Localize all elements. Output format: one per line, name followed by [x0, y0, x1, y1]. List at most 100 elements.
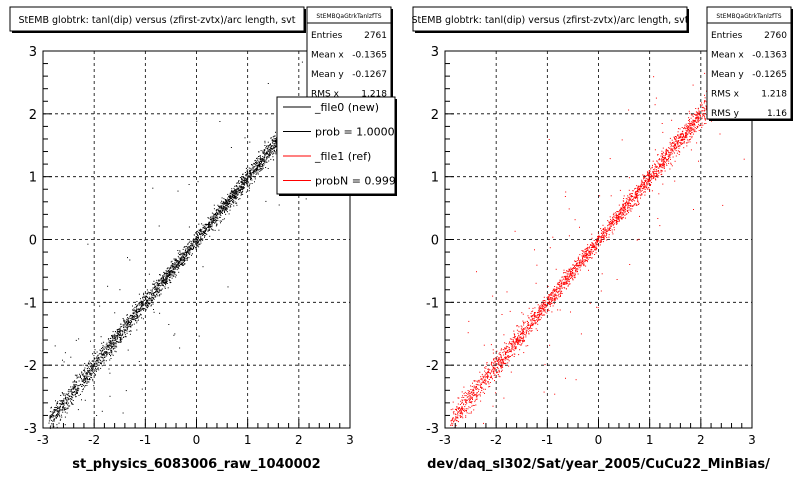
data-point	[480, 400, 482, 402]
data-point	[224, 209, 226, 210]
data-point	[543, 303, 545, 305]
data-point	[126, 324, 128, 326]
data-point	[105, 352, 107, 354]
data-point	[164, 287, 166, 289]
data-point	[548, 299, 550, 301]
data-point	[170, 265, 172, 267]
data-point	[711, 120, 712, 122]
data-point	[123, 321, 125, 323]
data-point	[643, 178, 644, 180]
data-point	[141, 317, 143, 319]
data-point	[120, 340, 122, 342]
data-point	[179, 260, 181, 262]
data-point	[508, 343, 510, 345]
data-point	[48, 422, 50, 424]
data-point	[77, 376, 79, 378]
data-point	[610, 222, 612, 224]
data-point	[273, 141, 275, 142]
data-point	[57, 406, 59, 408]
data-point	[206, 233, 208, 235]
data-point	[140, 301, 142, 303]
data-point	[704, 113, 705, 115]
data-point	[601, 239, 603, 241]
data-point	[173, 264, 175, 266]
data-point	[549, 304, 551, 306]
data-point	[264, 142, 266, 144]
data-point	[230, 196, 232, 198]
data-point	[67, 390, 69, 392]
data-point	[112, 343, 114, 345]
data-point	[692, 129, 694, 131]
data-point	[84, 386, 86, 388]
data-point	[135, 313, 137, 315]
data-point	[692, 84, 694, 86]
data-point	[243, 187, 245, 189]
data-point	[49, 415, 51, 417]
data-point	[614, 214, 616, 216]
data-point	[532, 324, 533, 326]
data-point	[487, 381, 489, 383]
data-point	[198, 241, 199, 243]
data-point	[170, 270, 172, 272]
data-point	[661, 163, 663, 165]
data-point	[89, 379, 91, 381]
data-point	[103, 360, 105, 362]
data-point	[169, 280, 171, 282]
data-point	[101, 410, 103, 412]
data-point	[255, 159, 257, 161]
data-point	[184, 251, 186, 253]
data-point	[55, 417, 57, 419]
data-point	[75, 392, 77, 394]
data-point	[136, 306, 137, 307]
data-point	[218, 229, 220, 231]
data-point	[452, 417, 454, 419]
data-point	[666, 159, 668, 161]
data-point	[273, 152, 275, 154]
data-point	[96, 369, 98, 370]
data-point	[220, 202, 222, 204]
data-point	[245, 175, 247, 177]
data-point	[173, 334, 175, 336]
data-point	[245, 180, 247, 182]
data-point	[106, 342, 108, 344]
data-point	[204, 231, 206, 233]
data-point	[460, 400, 462, 402]
data-point	[609, 223, 611, 225]
data-point	[236, 202, 238, 204]
data-point	[183, 257, 185, 259]
data-point	[458, 408, 460, 410]
data-point	[234, 196, 236, 198]
data-point	[632, 206, 634, 207]
data-point	[153, 297, 155, 299]
data-point	[180, 259, 182, 260]
data-point	[132, 318, 133, 320]
data-point	[197, 245, 199, 246]
data-point	[236, 197, 238, 199]
data-point	[638, 191, 640, 193]
data-point	[559, 287, 561, 289]
data-point	[136, 301, 138, 302]
data-point	[474, 399, 476, 401]
data-point	[589, 255, 591, 256]
legend-frame	[276, 96, 396, 195]
data-point	[683, 127, 685, 129]
data-point	[70, 401, 72, 403]
data-point	[167, 270, 169, 272]
data-point	[60, 403, 62, 405]
data-point	[246, 179, 248, 181]
data-point	[195, 238, 197, 240]
data-point	[119, 330, 121, 332]
data-point	[671, 119, 673, 121]
data-point	[130, 320, 132, 322]
data-point	[234, 195, 236, 197]
data-point	[65, 398, 66, 400]
data-point	[601, 236, 603, 238]
data-point	[187, 244, 189, 246]
data-point	[191, 253, 193, 255]
data-point	[110, 345, 112, 347]
data-point	[238, 182, 240, 184]
data-point	[128, 326, 130, 327]
data-point	[517, 338, 519, 340]
data-point	[240, 191, 242, 193]
data-point	[616, 211, 618, 213]
